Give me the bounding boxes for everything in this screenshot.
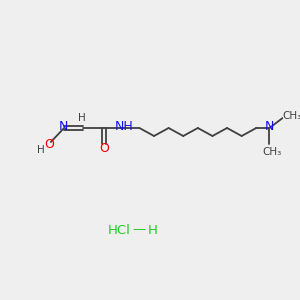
Text: HCl: HCl — [108, 224, 131, 236]
Text: —: — — [133, 224, 146, 236]
Text: N: N — [265, 121, 274, 134]
Text: CH₃: CH₃ — [282, 111, 300, 121]
Text: H: H — [78, 113, 86, 123]
Text: O: O — [100, 142, 110, 155]
Text: O: O — [44, 137, 54, 151]
Text: H: H — [148, 224, 158, 236]
Text: NH: NH — [115, 121, 134, 134]
Text: H: H — [37, 145, 44, 155]
Text: N: N — [58, 121, 68, 134]
Text: CH₃: CH₃ — [262, 147, 282, 157]
